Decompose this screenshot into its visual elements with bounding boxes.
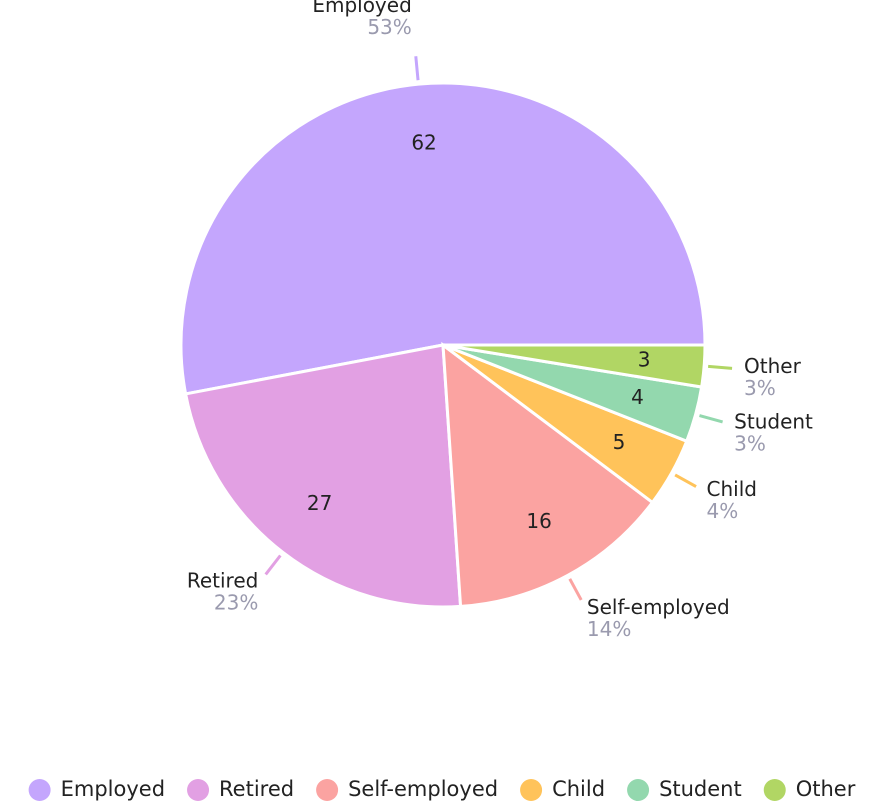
legend-marker	[520, 779, 543, 801]
leader-line	[568, 578, 583, 601]
legend-label: Employed	[61, 777, 165, 801]
pie-slice	[441, 341, 655, 609]
slice-value-label: 3	[638, 348, 651, 372]
slice-category-label: Student	[734, 410, 813, 434]
slice-percent-label: 3%	[744, 376, 776, 400]
slice-value-label: 62	[411, 131, 436, 155]
slice-value-label: 16	[526, 509, 551, 533]
legend-marker	[187, 779, 210, 801]
legend-label: Self-employed	[348, 777, 498, 801]
pie-slice	[183, 343, 463, 609]
pie-slice	[442, 343, 707, 389]
slice-percent-label: 3%	[734, 432, 766, 456]
leader-line	[708, 364, 733, 370]
slice-category-label: Other	[744, 354, 802, 378]
slice-category-label: Retired	[187, 568, 258, 592]
legend-label: Child	[552, 777, 605, 801]
slice-percent-label: 4%	[707, 499, 739, 523]
pie-slice	[179, 81, 707, 396]
slice-category-label: Employed	[312, 0, 411, 17]
slice-category-label: Child	[707, 477, 757, 501]
legend-marker	[316, 779, 339, 801]
legend-marker	[763, 779, 786, 801]
legend-marker	[627, 779, 650, 801]
legend-marker	[28, 779, 51, 801]
slice-value-label: 5	[613, 430, 626, 454]
slice-percent-label: 53%	[367, 15, 411, 39]
legend-label: Student	[659, 777, 742, 801]
leader-line	[264, 554, 282, 576]
legend-label: Retired	[219, 777, 294, 801]
legend-label: Other	[796, 777, 856, 801]
leader-line	[699, 414, 724, 424]
slice-value-label: 27	[307, 491, 332, 515]
leader-line	[674, 473, 697, 488]
slice-value-label: 4	[631, 385, 644, 409]
slice-category-label: Self-employed	[587, 595, 730, 619]
leader-line	[414, 56, 420, 81]
slice-percent-label: 23%	[214, 590, 258, 614]
slice-percent-label: 14%	[587, 617, 631, 641]
